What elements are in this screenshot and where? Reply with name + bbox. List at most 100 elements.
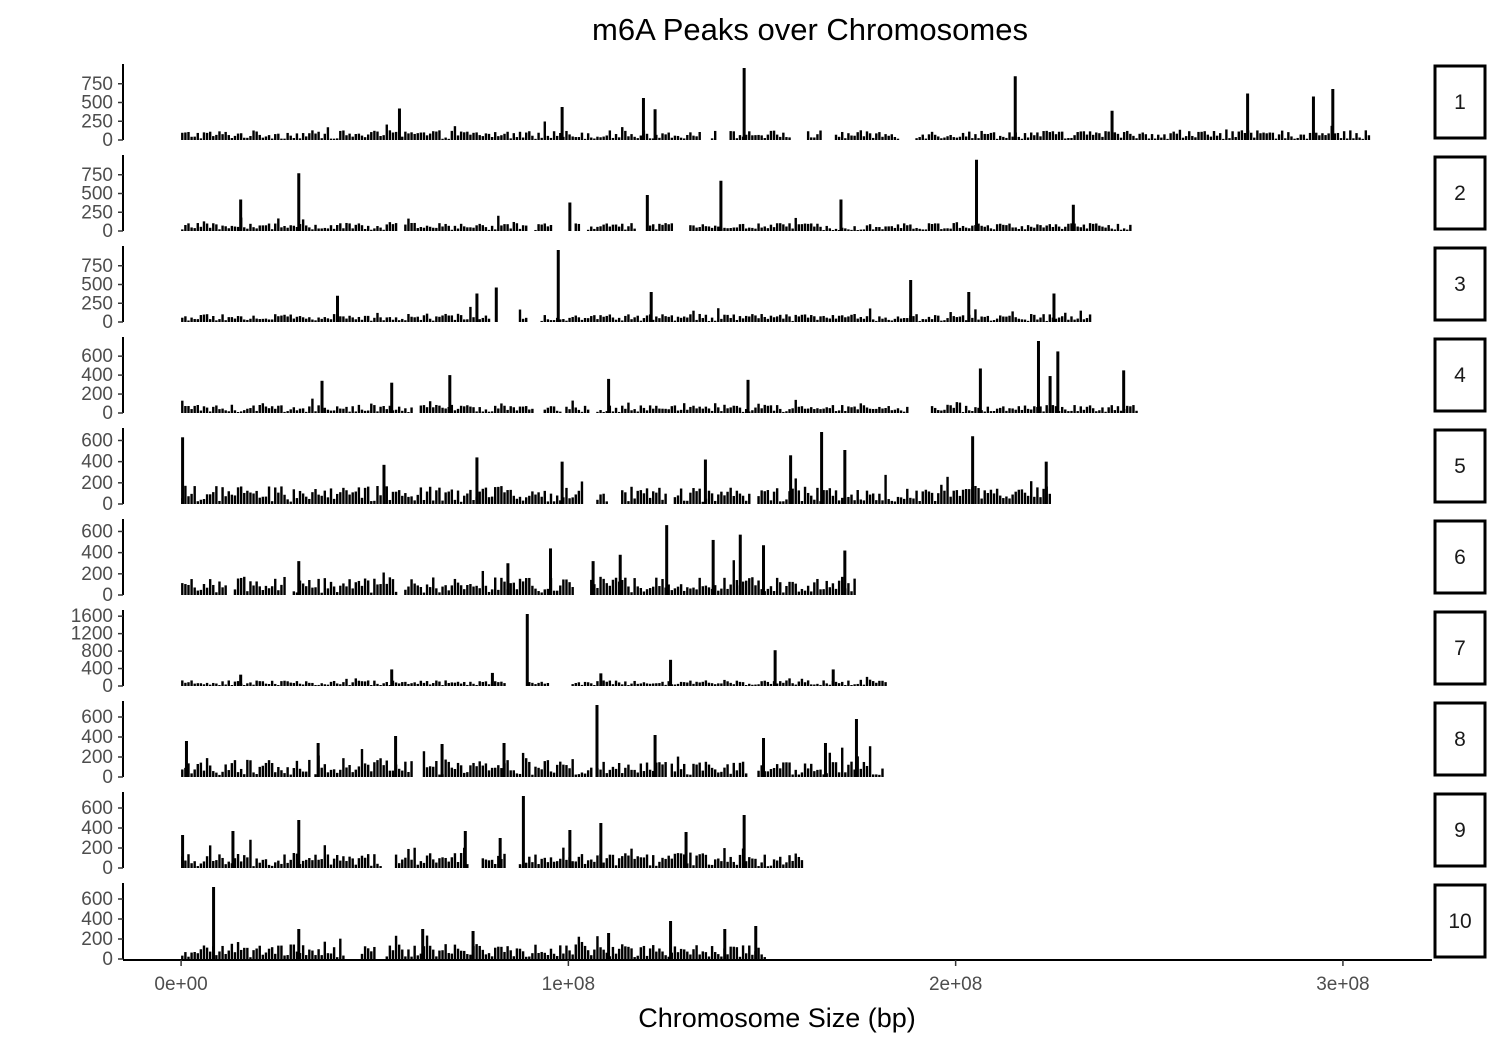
bar bbox=[258, 766, 261, 777]
bar bbox=[280, 863, 283, 868]
bar bbox=[348, 223, 351, 231]
bar bbox=[868, 494, 872, 504]
bar bbox=[286, 955, 289, 959]
bar bbox=[463, 406, 466, 413]
bar bbox=[559, 761, 562, 777]
peak-bar bbox=[490, 672, 494, 686]
bar bbox=[856, 490, 859, 504]
bar bbox=[760, 135, 763, 140]
bar bbox=[459, 765, 463, 777]
bar bbox=[1119, 137, 1123, 140]
bar bbox=[255, 774, 258, 777]
bar bbox=[388, 945, 392, 959]
bar bbox=[428, 318, 432, 322]
bar bbox=[701, 770, 704, 777]
bar bbox=[1057, 317, 1061, 322]
bar bbox=[224, 764, 227, 777]
bar bbox=[453, 578, 457, 595]
bar bbox=[865, 407, 869, 413]
bar bbox=[208, 951, 212, 959]
bar bbox=[360, 681, 364, 686]
bar bbox=[692, 587, 695, 595]
panels: 0250500750102505007502025050075030200400… bbox=[71, 64, 1487, 970]
bar bbox=[1237, 131, 1240, 140]
bar bbox=[695, 227, 698, 231]
bar bbox=[1203, 131, 1206, 140]
bar bbox=[363, 763, 367, 777]
bar bbox=[583, 317, 587, 322]
bar bbox=[494, 229, 497, 231]
peak-bar bbox=[746, 379, 750, 413]
y-tick-label: 500 bbox=[81, 275, 113, 296]
y-tick-label: 0 bbox=[102, 676, 113, 697]
bar bbox=[791, 860, 794, 868]
bar bbox=[1085, 318, 1089, 322]
bar bbox=[875, 226, 878, 231]
bar bbox=[642, 407, 646, 413]
bar bbox=[940, 410, 943, 413]
y-tick-label: 600 bbox=[81, 521, 113, 542]
bar bbox=[456, 408, 460, 413]
bar bbox=[1138, 133, 1141, 140]
bar bbox=[435, 490, 438, 504]
bar bbox=[277, 860, 280, 868]
bar bbox=[370, 771, 373, 777]
bar bbox=[1039, 225, 1042, 231]
bar bbox=[667, 956, 670, 959]
bar bbox=[1197, 131, 1200, 140]
bar bbox=[487, 860, 491, 868]
bar bbox=[410, 579, 413, 595]
bar bbox=[438, 405, 441, 413]
bar bbox=[642, 493, 646, 504]
bar bbox=[630, 319, 633, 322]
bar bbox=[698, 227, 701, 231]
bar bbox=[590, 579, 593, 595]
bar bbox=[537, 132, 540, 140]
bar bbox=[366, 948, 370, 959]
bar bbox=[388, 130, 392, 140]
bar bbox=[540, 858, 543, 868]
bar bbox=[645, 762, 649, 777]
bar bbox=[205, 407, 209, 413]
bar bbox=[336, 406, 339, 413]
bar bbox=[503, 951, 506, 959]
bar bbox=[481, 488, 485, 504]
bar bbox=[596, 681, 599, 686]
bar bbox=[385, 317, 388, 322]
bar bbox=[627, 314, 630, 322]
y-tick-label: 400 bbox=[81, 452, 113, 473]
bar bbox=[679, 409, 683, 413]
bar bbox=[329, 769, 333, 777]
bar bbox=[531, 408, 534, 413]
bar bbox=[246, 408, 249, 413]
bar bbox=[301, 583, 305, 595]
bar bbox=[391, 132, 395, 140]
bar bbox=[918, 137, 921, 140]
bar bbox=[599, 947, 602, 959]
bar bbox=[432, 577, 435, 595]
bar bbox=[723, 227, 726, 231]
bar bbox=[1191, 135, 1194, 140]
bar bbox=[590, 859, 593, 868]
bar bbox=[258, 404, 261, 413]
peak-bar bbox=[390, 382, 394, 413]
bar bbox=[230, 225, 234, 231]
bar bbox=[243, 576, 246, 595]
peak-bar bbox=[471, 931, 475, 959]
bar bbox=[317, 317, 320, 322]
bar bbox=[828, 488, 832, 504]
bar bbox=[236, 681, 240, 686]
bar bbox=[1212, 131, 1216, 140]
bar bbox=[599, 769, 602, 777]
bar bbox=[565, 945, 568, 959]
bar bbox=[785, 762, 788, 777]
bar bbox=[1064, 226, 1067, 231]
bar bbox=[1008, 408, 1011, 413]
bar bbox=[311, 950, 314, 959]
bar bbox=[518, 578, 522, 595]
bar bbox=[354, 864, 357, 868]
bar bbox=[583, 405, 587, 413]
bar bbox=[193, 861, 196, 868]
bar bbox=[1188, 131, 1191, 140]
bar bbox=[509, 583, 512, 595]
